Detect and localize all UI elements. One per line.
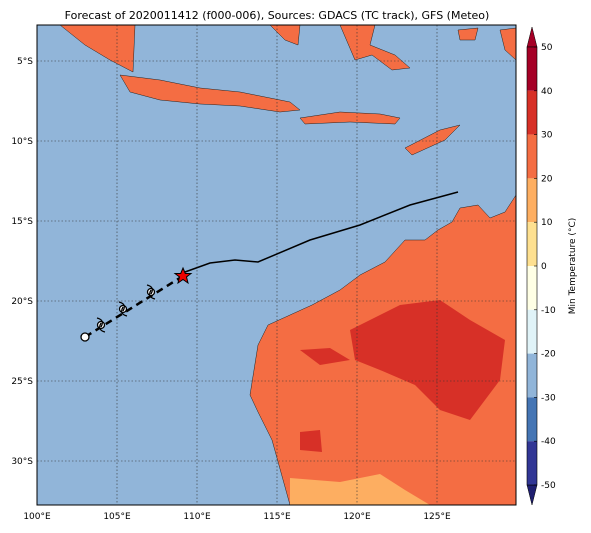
- colorbar-segment: [527, 441, 537, 485]
- x-tick-label: 125°E: [423, 512, 451, 522]
- x-tick-label: 100°E: [23, 512, 51, 522]
- colorbar-tick-label: -40: [541, 437, 556, 447]
- colorbar-tick-label: 10: [541, 218, 553, 228]
- colorbar-segment: [527, 47, 537, 91]
- track-points: [80, 284, 156, 342]
- colorbar-tick-label: 40: [541, 87, 553, 97]
- colorbar-tick-label: 20: [541, 174, 553, 184]
- colorbar-extend: [526, 26, 538, 48]
- colorbar-segment: [527, 397, 537, 442]
- y-tick-label: 25°S: [11, 377, 33, 387]
- storm-position: [173, 266, 193, 285]
- colorbar-segment: [527, 178, 537, 223]
- x-tick-label: 115°E: [263, 512, 291, 522]
- colorbar-segment: [527, 353, 537, 398]
- y-tick-label: 20°S: [11, 297, 33, 307]
- colorbar-tick-label: -50: [541, 481, 556, 491]
- colorbar-segment: [527, 134, 537, 179]
- colorbar-segment: [527, 266, 537, 310]
- x-tick-label: 105°E: [103, 512, 131, 522]
- colorbar-tick-label: 30: [541, 131, 553, 141]
- warm-zone: [350, 300, 505, 420]
- map-frame: [36, 24, 517, 506]
- cool-zone: [290, 474, 430, 505]
- colorbar-tick-label: -10: [541, 306, 556, 316]
- x-tick-label: 110°E: [183, 512, 211, 522]
- y-tick-label: 10°S: [11, 137, 33, 147]
- grid: [37, 25, 516, 505]
- warm-zone: [300, 348, 350, 452]
- colorbar-tick-label: -20: [541, 350, 556, 360]
- title: Forecast of 2020011412 (f000-006), Sourc…: [65, 9, 490, 22]
- map: [37, 25, 516, 505]
- x-tick-label: 120°E: [343, 512, 371, 522]
- colorbar-tick-label: 50: [541, 43, 553, 53]
- track: [184, 191, 459, 273]
- colorbar: 50 40 30 20 10 0 -10 -20 -30 -40 -50: [526, 26, 556, 506]
- colorbar-segment: [527, 309, 537, 354]
- y-tick-label: 30°S: [11, 457, 33, 467]
- colorbar-segment: [527, 222, 537, 266]
- colorbar-label: Min Temperature (°C): [568, 218, 578, 315]
- colorbar-tick-label: 0: [541, 262, 547, 272]
- y-tick-label: 15°S: [11, 217, 33, 227]
- y-tick-label: 5°S: [17, 57, 33, 67]
- colorbar-tick-label: -30: [541, 393, 556, 403]
- colorbar-extend: [526, 484, 538, 506]
- colorbar-segment: [527, 90, 537, 135]
